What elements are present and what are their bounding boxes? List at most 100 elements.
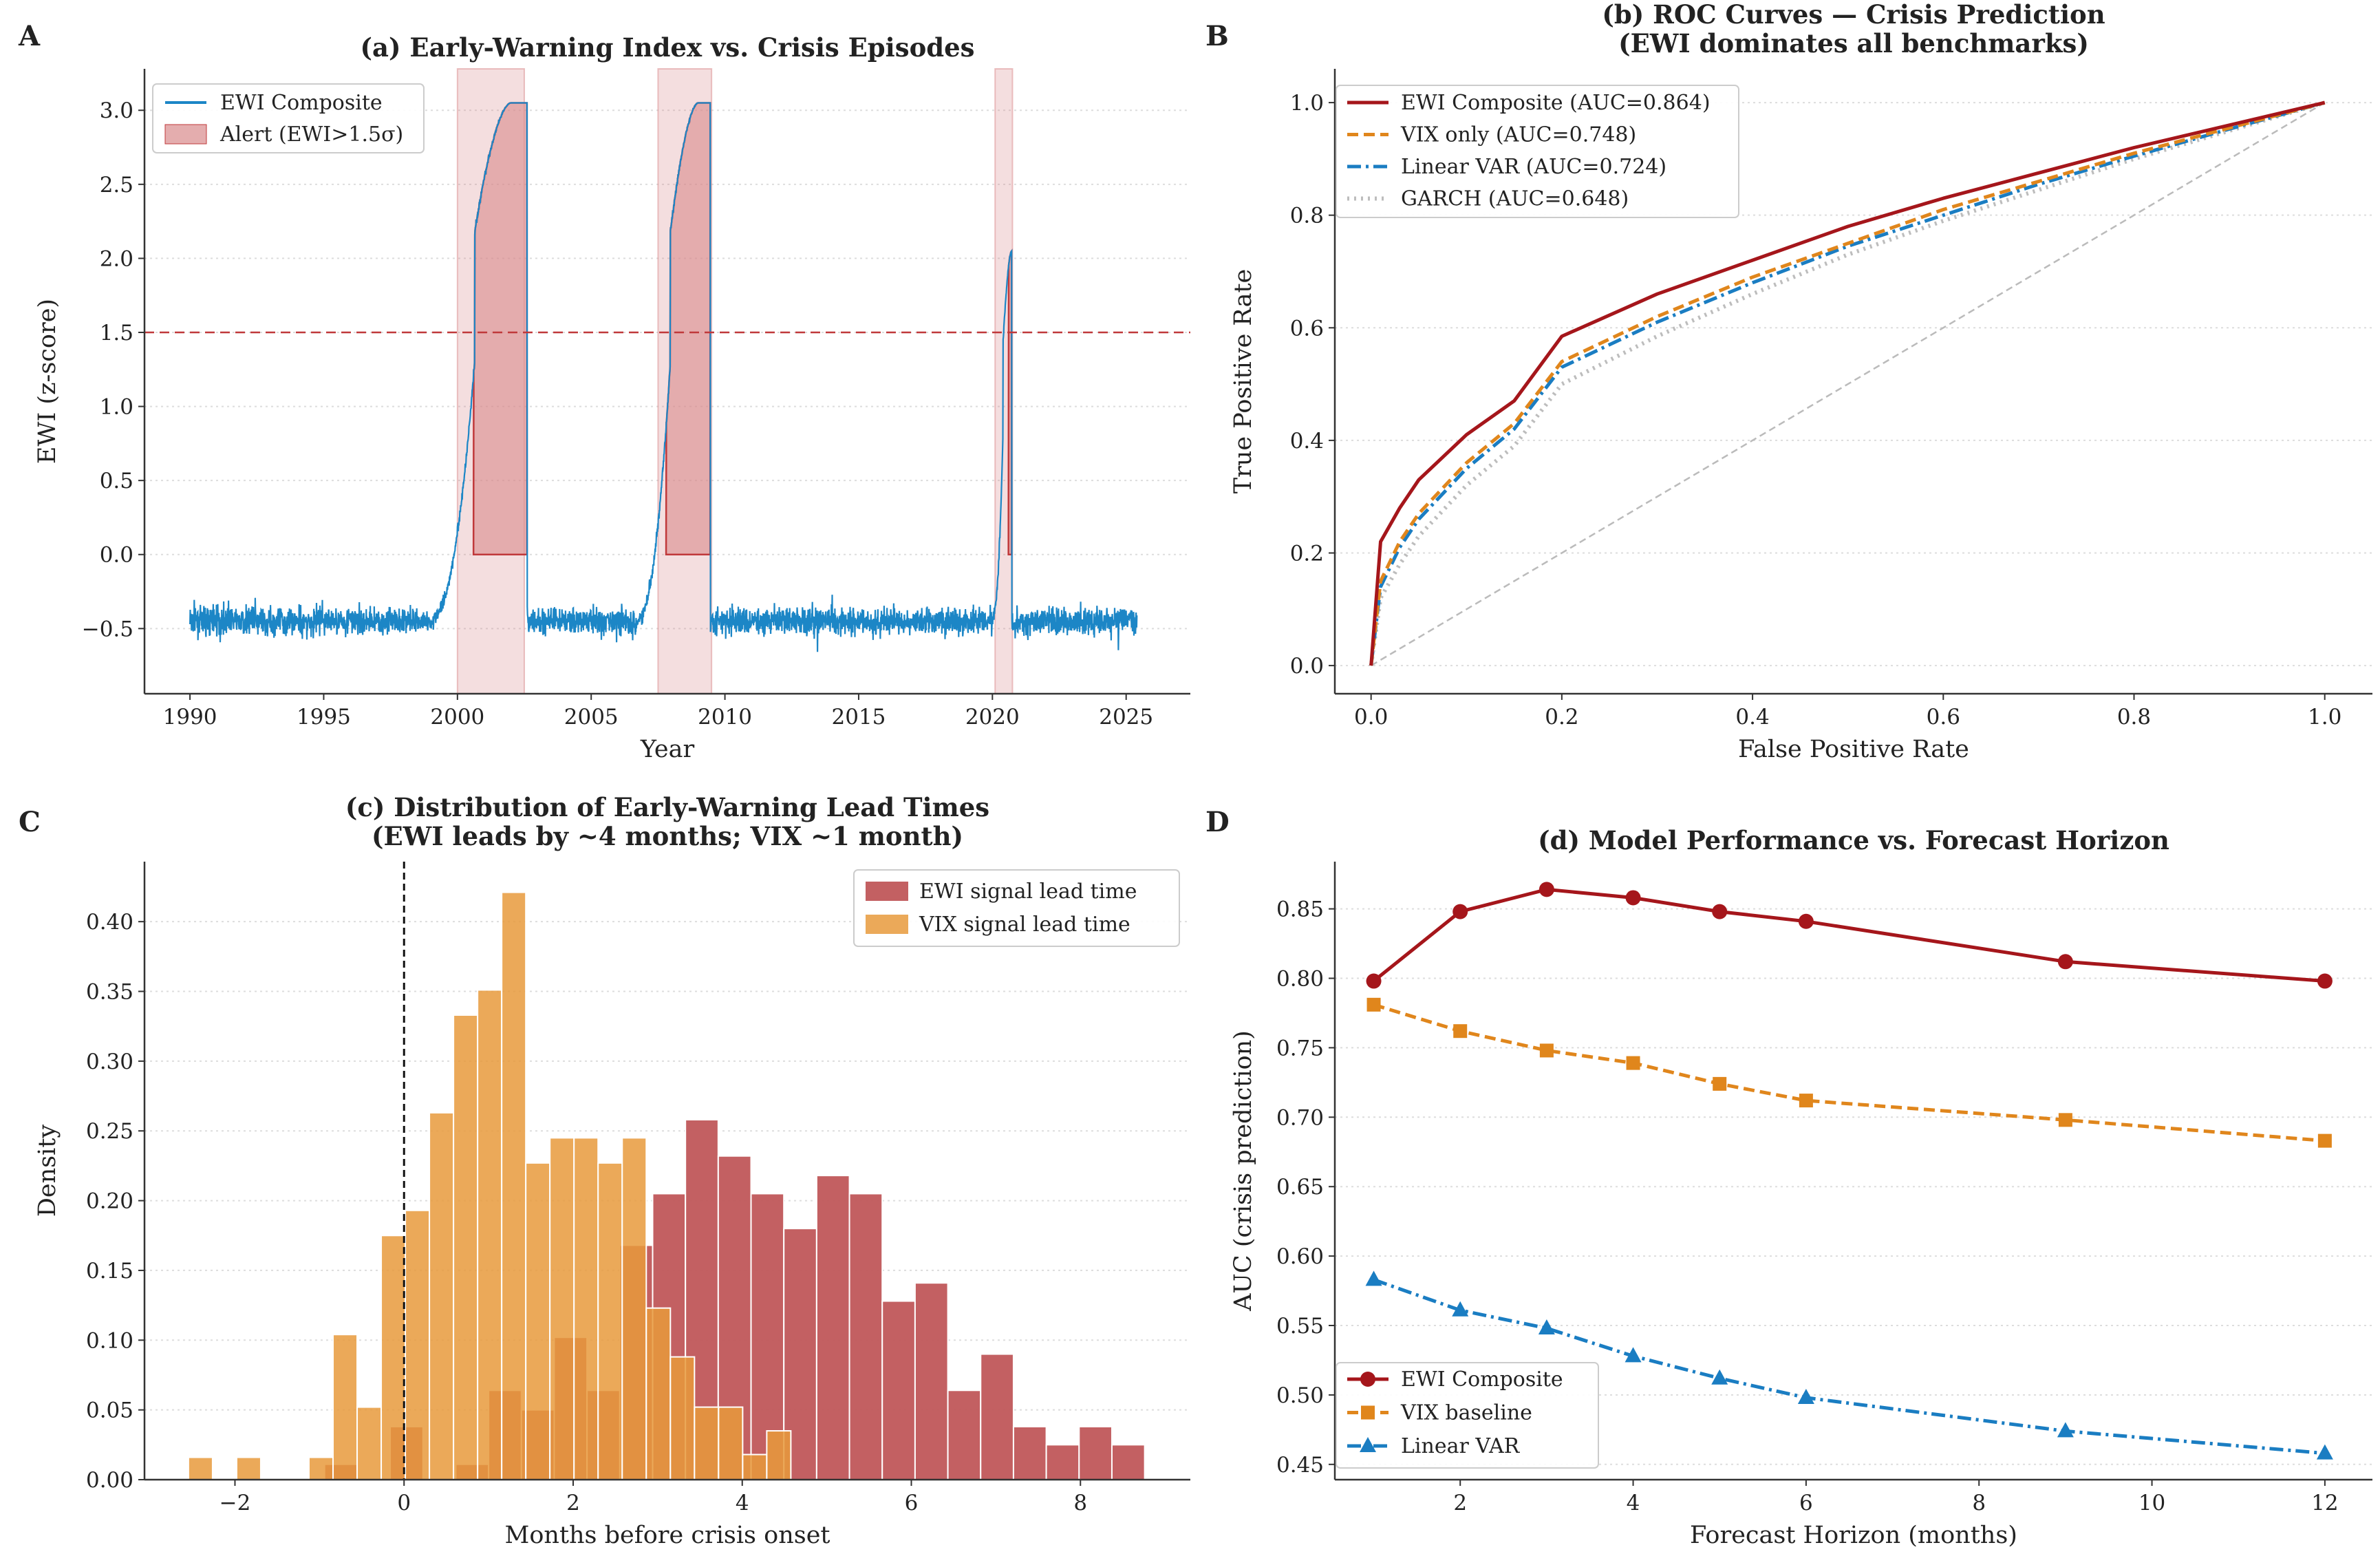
legend-frame bbox=[1336, 1362, 1599, 1469]
chart-subtitle: (EWI leads by ~4 months; VIX ~1 month) bbox=[372, 821, 963, 851]
x-tick-label: 10 bbox=[2138, 1491, 2165, 1515]
x-tick-label: 0.6 bbox=[1927, 705, 1960, 730]
vix-histogram-bar bbox=[694, 1406, 720, 1481]
data-point-marker bbox=[1365, 1270, 1382, 1286]
x-tick-label: 1990 bbox=[163, 705, 217, 730]
data-point-marker bbox=[2057, 954, 2073, 970]
legend-label: VIX signal lead time bbox=[919, 913, 1130, 937]
y-axis-label: Density bbox=[34, 1125, 61, 1217]
y-axis-label: AUC (crisis prediction) bbox=[1230, 1030, 1257, 1312]
y-tick-label: 0.25 bbox=[86, 1119, 133, 1144]
data-point-marker bbox=[1452, 1301, 1469, 1317]
x-tick-label: 2015 bbox=[832, 705, 886, 730]
legend-swatch bbox=[866, 915, 908, 934]
y-tick-label: 0.85 bbox=[1276, 897, 1324, 922]
vix-histogram-bar bbox=[501, 891, 527, 1480]
panel-label: B bbox=[1205, 20, 1229, 52]
x-tick-label: 8 bbox=[1073, 1491, 1087, 1515]
panel-d: 0.45 0.50 0.55 0.60 0.65 0.70 0.75 0.80 0.85 2 4 6 8… bbox=[1205, 806, 2372, 1549]
vix-histogram-bar bbox=[308, 1456, 334, 1481]
y-tick-label: 0.40 bbox=[86, 910, 133, 935]
legend-frame bbox=[1336, 85, 1739, 218]
legend-label: EWI signal lead time bbox=[919, 880, 1137, 904]
data-point-marker bbox=[1797, 1388, 1814, 1404]
legend-swatch-alert bbox=[164, 124, 207, 145]
data-point-marker bbox=[1453, 1024, 1468, 1039]
data-point-marker bbox=[1799, 1094, 1813, 1108]
chart-subtitle: (EWI dominates all benchmarks) bbox=[1618, 28, 2089, 58]
y-tick-label: 0.0 bbox=[1290, 654, 1324, 679]
vix-histogram-bar bbox=[718, 1406, 744, 1481]
vix-histogram-bar bbox=[669, 1356, 696, 1480]
ewi-histogram-bar bbox=[947, 1390, 982, 1480]
y-tick-label: 0.4 bbox=[1290, 429, 1324, 454]
ewi-histogram-bar bbox=[1012, 1425, 1047, 1481]
legend-label: Linear VAR (AUC=0.724) bbox=[1401, 155, 1666, 179]
chance-diagonal bbox=[1371, 102, 2326, 667]
y-tick-label: 0.75 bbox=[1276, 1036, 1324, 1061]
y-tick-label: 1.0 bbox=[1290, 91, 1324, 116]
plot-area bbox=[187, 862, 1146, 1481]
data-point-marker bbox=[1360, 1372, 1375, 1387]
legend-label: VIX only (AUC=0.748) bbox=[1400, 123, 1636, 147]
series-line-2 bbox=[1373, 1278, 2326, 1456]
vix-histogram-bar bbox=[766, 1430, 792, 1481]
x-axis-label: False Positive Rate bbox=[1738, 736, 1969, 763]
vix-histogram-bar bbox=[621, 1137, 647, 1480]
x-tick-label: 2 bbox=[566, 1491, 580, 1515]
ewi-histogram-bar bbox=[914, 1282, 949, 1480]
plot-area bbox=[1365, 882, 2333, 1460]
data-point-marker bbox=[1539, 882, 1554, 897]
data-point-marker bbox=[2057, 1422, 2074, 1438]
plot-area bbox=[144, 68, 1190, 694]
y-axis-label: EWI (z-score) bbox=[34, 299, 61, 464]
y-tick-label: 0.55 bbox=[1276, 1314, 1324, 1339]
y-tick-label: 0.00 bbox=[86, 1468, 133, 1493]
x-tick-label: 6 bbox=[905, 1491, 919, 1515]
data-point-marker bbox=[1538, 1319, 1555, 1335]
series-line-0 bbox=[1372, 887, 2326, 983]
data-point-marker bbox=[2317, 973, 2333, 989]
ewi-histogram-bar bbox=[750, 1193, 785, 1480]
legend: EWI Composite VIX baseline Linear VAR bbox=[1336, 1362, 1599, 1469]
legend-frame bbox=[152, 83, 425, 153]
x-tick-label: 4 bbox=[1627, 1491, 1640, 1515]
data-point-marker bbox=[1366, 997, 1381, 1012]
y-tick-label: −0.5 bbox=[82, 617, 133, 641]
x-tick-label: 0.4 bbox=[1735, 705, 1769, 730]
panel-b: 0.0 0.2 0.4 0.6 0.8 1.0 0.0 0.2 0.4 0.6 0.8 1.0 (b) … bbox=[1205, 0, 2372, 763]
y-tick-label: 0.15 bbox=[86, 1259, 133, 1284]
panel-label: D bbox=[1205, 806, 1230, 838]
series-line-1 bbox=[1373, 1003, 2326, 1143]
x-tick-label: 2010 bbox=[698, 705, 752, 730]
roc-curve-1 bbox=[1369, 100, 2326, 666]
y-tick-label: 0.20 bbox=[86, 1189, 133, 1214]
ewi-histogram-bar bbox=[1078, 1425, 1113, 1481]
vix-histogram-bar bbox=[645, 1307, 672, 1481]
x-tick-label: 1.0 bbox=[2308, 705, 2341, 730]
y-tick-label: 0.45 bbox=[1276, 1453, 1324, 1478]
vix-histogram-bar bbox=[742, 1454, 768, 1481]
x-axis-label: Forecast Horizon (months) bbox=[1690, 1522, 2017, 1549]
panel-a: −0.5 0.0 0.5 1.0 1.5 2.0 2.5 3.0 1990 1995 2000 200… bbox=[18, 20, 1190, 763]
vix-histogram-bar bbox=[477, 989, 503, 1480]
chart-title: (a) Early-Warning Index vs. Crisis Episo… bbox=[361, 32, 975, 63]
data-point-marker bbox=[1625, 890, 1641, 906]
x-axis-label: Months before crisis onset bbox=[505, 1522, 830, 1549]
y-tick-label: 0.70 bbox=[1276, 1105, 1324, 1130]
data-point-marker bbox=[1626, 1056, 1640, 1070]
ewi-histogram-bar bbox=[1045, 1444, 1080, 1480]
y-tick-label: 0.35 bbox=[86, 980, 133, 1005]
x-tick-label: 12 bbox=[2311, 1491, 2338, 1515]
y-tick-label: 2.5 bbox=[100, 173, 133, 198]
y-axis-label: True Positive Rate bbox=[1230, 269, 1257, 493]
data-point-marker bbox=[2316, 1444, 2333, 1460]
y-tick-label: 0.60 bbox=[1276, 1244, 1324, 1269]
vix-histogram-bar bbox=[573, 1137, 599, 1480]
x-tick-label: 0.2 bbox=[1545, 705, 1578, 730]
x-tick-label: 2025 bbox=[1099, 705, 1153, 730]
data-point-marker bbox=[1539, 1043, 1554, 1058]
ewi-histogram-bar bbox=[881, 1300, 916, 1480]
y-tick-label: 1.0 bbox=[100, 395, 133, 420]
